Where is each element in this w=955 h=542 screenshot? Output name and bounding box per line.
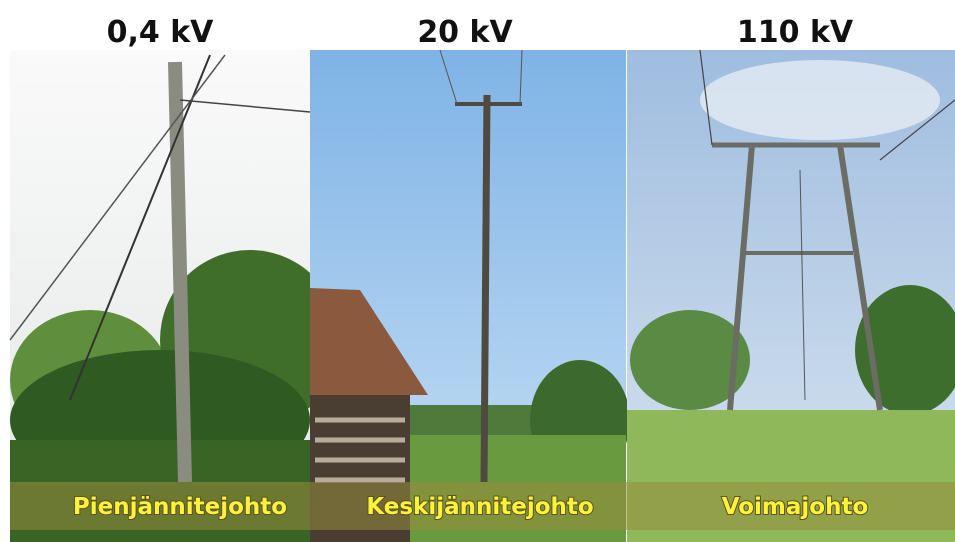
voltage-title: 20 kV [417,15,513,50]
photo-high-voltage [627,50,955,542]
photo-collage: 0,4 kV 20 kV 110 kV Pienjännitejohto Kes… [0,0,955,542]
line-type-label: Pienjännitejohto [73,494,287,520]
voltage-title: 0,4 kV [107,15,215,50]
voltage-title: 110 kV [737,15,854,50]
line-type-label: Keskijännitejohto [366,494,593,520]
line-type-label: Voimajohto [722,494,869,520]
photo-medium-voltage [310,50,630,542]
photo-low-voltage [10,50,340,542]
